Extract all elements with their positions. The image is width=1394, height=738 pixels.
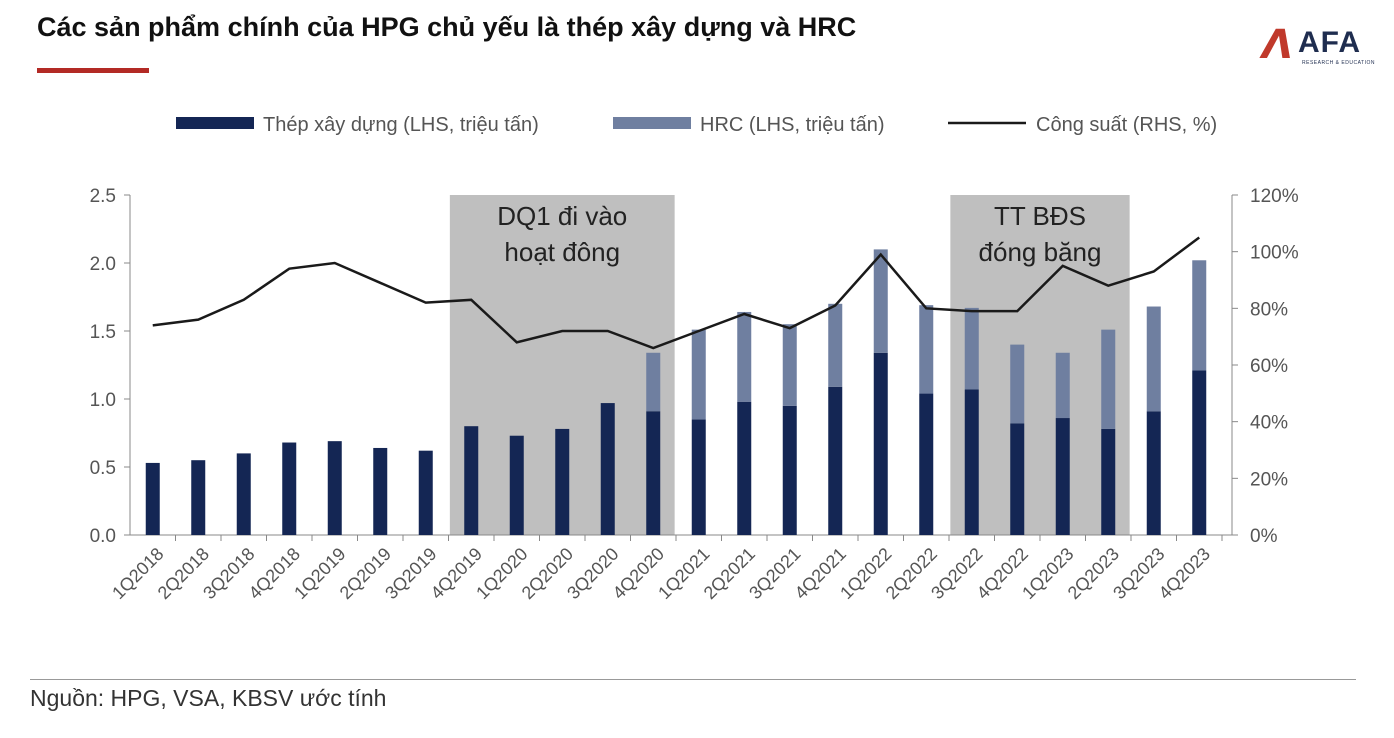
bar-hrc xyxy=(646,352,661,412)
bar-hrc xyxy=(1192,260,1207,371)
bar-hrc xyxy=(691,329,706,420)
capacity-line xyxy=(152,236,1200,350)
bar-steel xyxy=(327,441,342,535)
left-tick-label: 0.5 xyxy=(90,458,116,479)
bar-steel xyxy=(1101,428,1116,535)
left-tick-label: 0.0 xyxy=(90,526,116,547)
legend-label-capacity: Công suất (RHS, %) xyxy=(1036,114,1217,136)
chart-legend: Thép xây dựng (LHS, triệu tấn) HRC (LHS, … xyxy=(176,114,1217,136)
bar-steel xyxy=(1055,418,1070,535)
bar-steel xyxy=(282,442,297,535)
bar-steel xyxy=(464,426,479,535)
right-tick-label: 40% xyxy=(1250,413,1288,434)
bar-hrc xyxy=(782,324,797,406)
logo-word: AFA xyxy=(1298,26,1361,59)
bar-hrc xyxy=(737,311,752,402)
logo-tagline: RESEARCH & EDUCATION xyxy=(1302,60,1375,66)
right-tick-label: 20% xyxy=(1250,469,1288,490)
left-tick-label: 1.0 xyxy=(90,390,116,411)
bar-series xyxy=(145,249,1207,535)
bar-steel xyxy=(873,352,888,535)
left-tick-label: 2.0 xyxy=(90,254,116,275)
right-tick-label: 100% xyxy=(1250,243,1299,264)
legend-label-steel: Thép xây dựng (LHS, triệu tấn) xyxy=(263,114,539,136)
bar-steel xyxy=(691,419,706,535)
right-tick-label: 120% xyxy=(1250,186,1299,207)
bar-steel xyxy=(145,462,160,535)
legend-swatch-steel xyxy=(176,117,254,129)
bar-hrc xyxy=(873,249,888,353)
annotation-label-0-1: hoạt đông xyxy=(504,237,620,267)
annotation-shade-1 xyxy=(950,195,1130,535)
bar-steel xyxy=(418,450,433,535)
bar-steel xyxy=(1010,423,1025,535)
x-tick-label: 4Q2023 xyxy=(1155,544,1214,603)
left-tick-label: 2.5 xyxy=(90,186,116,207)
right-tick-label: 0% xyxy=(1250,526,1278,547)
source-note: Nguồn: HPG, VSA, KBSV ước tính xyxy=(30,685,387,711)
bar-steel xyxy=(1146,411,1161,535)
bar-hrc xyxy=(964,307,979,390)
bar-steel xyxy=(191,460,206,535)
afa-logo: Λ AFA RESEARCH & EDUCATION xyxy=(1262,22,1374,68)
logo-mark: Λ xyxy=(1262,22,1293,68)
production-chart: Thép xây dựng (LHS, triệu tấn) HRC (LHS, … xyxy=(90,114,1299,603)
footer-rule xyxy=(30,679,1356,680)
bar-steel xyxy=(1192,370,1207,535)
bar-steel xyxy=(600,403,615,535)
title-underline xyxy=(37,68,149,73)
bar-steel xyxy=(919,393,934,535)
left-tick-label: 1.5 xyxy=(90,322,116,343)
annotation-label-0-0: DQ1 đi vào xyxy=(497,201,627,231)
bar-steel xyxy=(373,447,388,535)
bar-steel xyxy=(828,386,843,535)
annotation-label-1-0: TT BĐS xyxy=(994,201,1086,231)
legend-label-hrc: HRC (LHS, triệu tấn) xyxy=(700,114,885,136)
annotation-labels: DQ1 đi vào hoạt đông TT BĐS đóng băng xyxy=(497,201,1101,267)
bar-hrc xyxy=(1055,352,1070,419)
bar-hrc xyxy=(828,303,843,387)
annotation-label-1-1: đóng băng xyxy=(979,237,1102,267)
bar-steel xyxy=(737,401,752,535)
right-tick-label: 80% xyxy=(1250,299,1288,320)
page-title: Các sản phẩm chính của HPG chủ yếu là th… xyxy=(37,12,857,42)
bar-steel xyxy=(509,435,524,535)
bar-steel xyxy=(782,405,797,535)
bar-steel xyxy=(555,428,570,535)
right-tick-label: 60% xyxy=(1250,356,1288,377)
bar-steel xyxy=(236,453,251,535)
capacity-line-series xyxy=(152,236,1200,350)
legend-swatch-hrc xyxy=(613,117,691,129)
bar-hrc xyxy=(1101,329,1116,429)
bar-hrc xyxy=(919,305,934,394)
bar-hrc xyxy=(1010,344,1025,424)
bar-hrc xyxy=(1146,306,1161,412)
bar-steel xyxy=(646,411,661,535)
bar-steel xyxy=(964,389,979,535)
